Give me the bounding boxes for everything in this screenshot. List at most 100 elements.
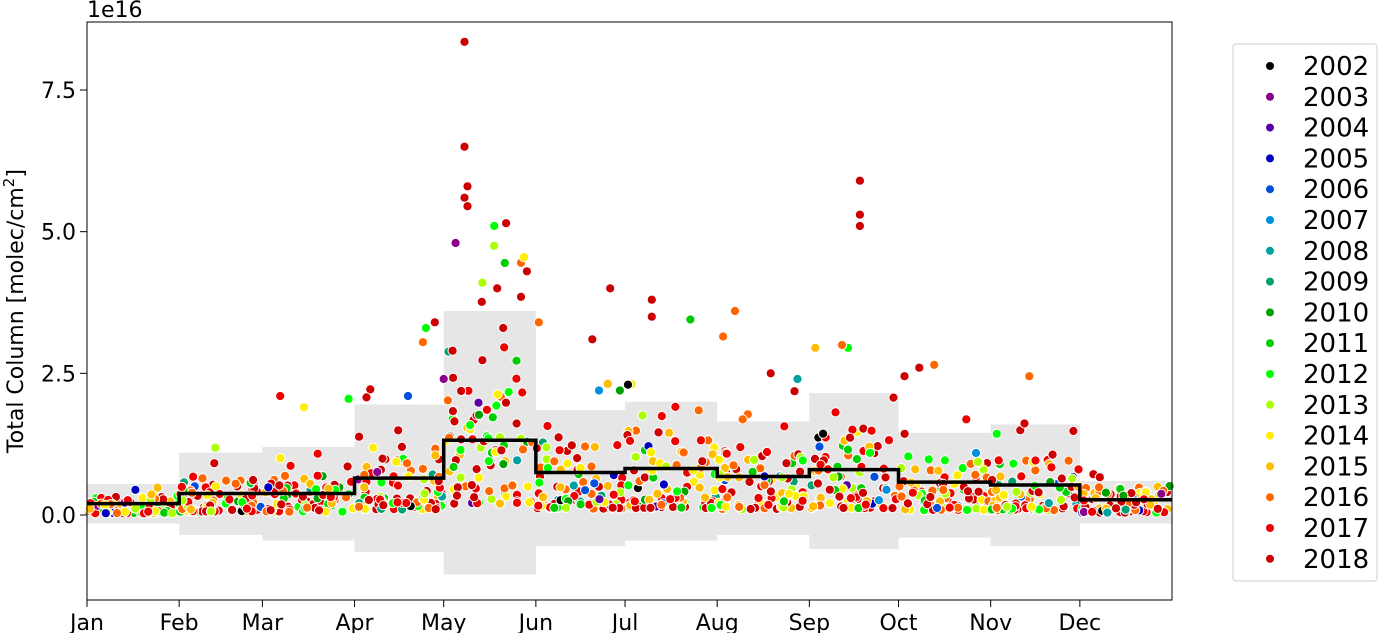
scatter-point xyxy=(471,464,482,475)
scatter-point xyxy=(314,505,325,516)
scatter-point xyxy=(518,252,530,263)
scatter-point xyxy=(1056,473,1067,484)
scatter-point xyxy=(1094,472,1105,483)
scatter-point xyxy=(881,484,892,495)
legend: 2002200320042005200620072008200920102011… xyxy=(1232,43,1378,582)
scatter-point xyxy=(285,460,296,471)
scatter-point xyxy=(572,453,583,464)
scatter-point xyxy=(713,454,725,465)
scatter-point xyxy=(566,440,577,451)
scatter-point xyxy=(248,474,259,486)
scatter-point xyxy=(939,455,951,466)
scatter-point xyxy=(1016,471,1027,482)
legend-marker xyxy=(1266,524,1274,532)
scatter-point xyxy=(721,448,732,459)
x-tick-label: Apr xyxy=(336,611,375,633)
scatter-point xyxy=(646,311,657,322)
scatter-point xyxy=(501,218,512,229)
scatter-point xyxy=(665,494,676,505)
scatter-point xyxy=(279,470,291,481)
legend-marker xyxy=(1266,554,1274,563)
scatter-point xyxy=(298,402,310,413)
scatter-point xyxy=(511,373,522,384)
scatter-point xyxy=(864,447,876,458)
scatter-point xyxy=(779,421,790,432)
scatter-point xyxy=(378,500,389,511)
scatter-point xyxy=(265,505,276,516)
scatter-point xyxy=(718,331,729,342)
legend-label: 2011 xyxy=(1303,329,1369,359)
scatter-point xyxy=(511,418,522,429)
legend-label: 2007 xyxy=(1303,206,1369,236)
scatter-point xyxy=(646,447,657,458)
scatter-point xyxy=(717,484,728,495)
legend-marker xyxy=(1266,462,1274,471)
legend-marker xyxy=(1266,339,1274,348)
legend-label: 2012 xyxy=(1303,360,1369,390)
scatter-point xyxy=(749,454,760,465)
scatter-point xyxy=(789,386,800,397)
scatter-point xyxy=(883,435,895,446)
legend-label: 2006 xyxy=(1303,175,1369,205)
scatter-point xyxy=(477,355,488,366)
scatter-point xyxy=(792,373,803,385)
scatter-point xyxy=(923,454,934,465)
scatter-point xyxy=(763,499,774,510)
scatter-point xyxy=(745,503,756,515)
scatter-point xyxy=(753,492,764,504)
legend-label: 2016 xyxy=(1303,483,1369,513)
legend-label: 2010 xyxy=(1303,298,1369,328)
scatter-point xyxy=(973,486,984,497)
scatter-point xyxy=(854,209,866,220)
scatter-point xyxy=(699,492,711,503)
y-offset-label: 1e16 xyxy=(87,0,143,23)
scatter-point xyxy=(450,237,461,249)
scatter-point xyxy=(499,257,510,269)
scatter-point xyxy=(644,494,655,505)
scatter-point xyxy=(456,385,467,397)
x-tick-label: Sep xyxy=(789,611,830,633)
scatter-point xyxy=(342,461,353,472)
scatter-point xyxy=(448,372,459,383)
scatter-point xyxy=(498,322,509,334)
scatter-point xyxy=(492,389,503,400)
legend-label: 2003 xyxy=(1303,83,1369,113)
scatter-point xyxy=(759,479,770,491)
scatter-point xyxy=(541,442,552,453)
scatter-point xyxy=(693,405,704,416)
scatter-point xyxy=(854,175,866,186)
scatter-point xyxy=(368,442,379,453)
scatter-point xyxy=(722,492,733,503)
legend-label: 2018 xyxy=(1303,545,1369,575)
scatter-point xyxy=(602,480,614,492)
scatter-point xyxy=(880,472,891,483)
scatter-point xyxy=(442,395,453,406)
scatter-point xyxy=(605,283,616,294)
scatter-point xyxy=(624,435,636,446)
scatter-point xyxy=(991,502,1002,513)
scatter-point xyxy=(553,432,564,443)
scatter-point xyxy=(844,432,856,443)
scatter-point xyxy=(477,277,488,288)
scatter-point xyxy=(838,502,849,514)
scatter-point xyxy=(1055,494,1067,505)
scatter-point xyxy=(503,386,514,398)
scatter-point xyxy=(393,425,404,436)
scatter-point xyxy=(672,486,683,497)
scatter-point xyxy=(276,499,287,510)
scatter-point xyxy=(899,428,910,439)
scatter-point xyxy=(274,480,285,491)
scatter-point xyxy=(391,456,402,467)
scatter-point xyxy=(534,477,545,488)
scatter-point xyxy=(614,385,626,396)
scatter-point xyxy=(489,240,500,251)
x-tick-label: Jan xyxy=(68,611,104,633)
scatter-point xyxy=(447,345,458,356)
scatter-point xyxy=(630,451,641,463)
scatter-point xyxy=(970,447,982,459)
scatter-point xyxy=(500,397,512,408)
scatter-point xyxy=(623,480,634,491)
scatter-point xyxy=(845,493,857,504)
scatter-point xyxy=(910,464,921,475)
